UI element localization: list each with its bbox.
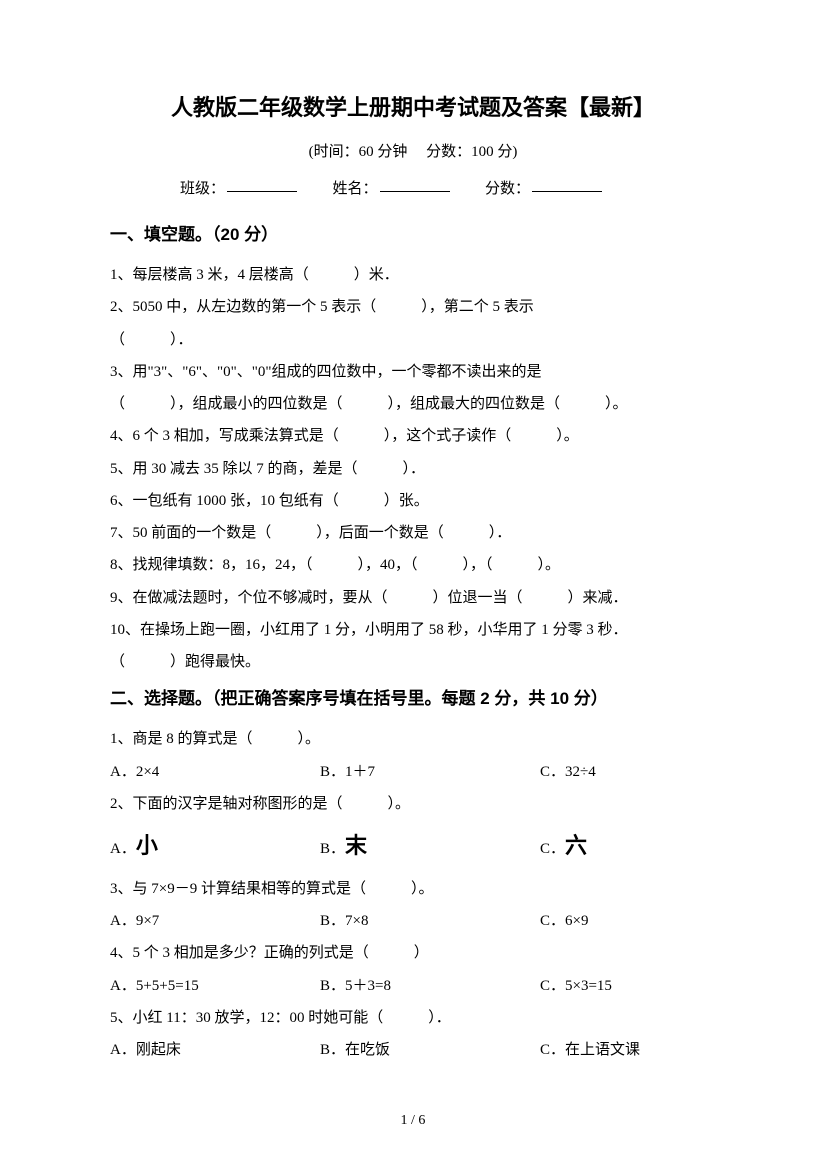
s2-q2-a-prefix: A． [110,841,136,857]
page-number: 1 / 6 [0,1113,826,1129]
s2-q2-opt-b: B．末 [320,820,540,873]
s1-q2-line2: （ ）． [110,324,716,356]
s1-q10-line1: 10、在操场上跑一圈，小红用了 1 分，小明用了 58 秒，小华用了 1 分零 … [110,614,716,646]
s1-q3-line2: （ ），组成最小的四位数是（ ），组成最大的四位数是（ ）。 [110,388,716,420]
s2-q2-c-prefix: C． [540,841,565,857]
s2-q3-opt-b: B．7×8 [320,905,540,937]
s2-q1-options: A．2×4 B．1＋7 C．32÷4 [110,756,716,788]
s2-q2-a-char: 小 [136,833,158,858]
name-label: 姓名： [333,181,378,197]
student-info-line: 班级： 姓名： 分数： [110,177,716,198]
s2-q1-opt-b: B．1＋7 [320,756,540,788]
s1-q2-line1: 2、5050 中，从左边数的第一个 5 表示（ ），第二个 5 表示 [110,291,716,323]
s1-q6: 6、一包纸有 1000 张，10 包纸有（ ）张。 [110,485,716,517]
class-label: 班级： [180,181,225,197]
section-2-header: 二、选择题。（把正确答案序号填在括号里。每题 2 分，共 10 分） [110,684,716,709]
s2-q1: 1、商是 8 的算式是（ ）。 [110,723,716,755]
s1-q7: 7、50 前面的一个数是（ ），后面一个数是（ ）． [110,517,716,549]
s2-q4: 4、5 个 3 相加是多少？正确的列式是（ ） [110,937,716,969]
s2-q4-opt-b: B．5＋3=8 [320,970,540,1002]
s2-q5-opt-c: C．在上语文课 [540,1034,716,1066]
s1-q9: 9、在做减法题时，个位不够减时，要从（ ）位退一当（ ）来减． [110,582,716,614]
s2-q4-opt-c: C．5×3=15 [540,970,716,1002]
s1-q5: 5、用 30 减去 35 除以 7 的商，差是（ ）． [110,453,716,485]
s2-q2-opt-c: C．六 [540,820,716,873]
name-blank[interactable] [380,178,450,192]
section-1-header: 一、填空题。（20 分） [110,220,716,245]
s2-q5-opt-b: B．在吃饭 [320,1034,540,1066]
s2-q2-opt-a: A．小 [110,820,320,873]
s1-q8: 8、找规律填数：8，16，24，（ ），40，（ ），（ ）。 [110,549,716,581]
score-blank[interactable] [532,178,602,192]
s2-q3-opt-a: A．9×7 [110,905,320,937]
score-label: 分数： [485,181,530,197]
s2-q5-opt-a: A．刚起床 [110,1034,320,1066]
s1-q1: 1、每层楼高 3 米，4 层楼高（ ）米． [110,259,716,291]
s2-q2-b-char: 末 [345,833,367,858]
s2-q2-options: A．小 B．末 C．六 [110,820,716,873]
class-blank[interactable] [227,178,297,192]
s2-q1-opt-a: A．2×4 [110,756,320,788]
s2-q5-options: A．刚起床 B．在吃饭 C．在上语文课 [110,1034,716,1066]
s1-q3-line1: 3、用"3"、"6"、"0"、"0"组成的四位数中，一个零都不读出来的是 [110,356,716,388]
s2-q3-options: A．9×7 B．7×8 C．6×9 [110,905,716,937]
s1-q4: 4、6 个 3 相加，写成乘法算式是（ ），这个式子读作（ ）。 [110,420,716,452]
s2-q1-opt-c: C．32÷4 [540,756,716,788]
s1-q10-line2: （ ）跑得最快。 [110,646,716,678]
exam-title: 人教版二年级数学上册期中考试题及答案【最新】 [110,90,716,122]
s2-q2-b-prefix: B． [320,841,345,857]
exam-subtitle: (时间：60 分钟 分数：100 分) [110,140,716,161]
s2-q2: 2、下面的汉字是轴对称图形的是（ ）。 [110,788,716,820]
s2-q3-opt-c: C．6×9 [540,905,716,937]
s2-q3: 3、与 7×9－9 计算结果相等的算式是（ ）。 [110,873,716,905]
s2-q2-c-char: 六 [565,833,587,858]
s2-q4-opt-a: A．5+5+5=15 [110,970,320,1002]
s2-q4-options: A．5+5+5=15 B．5＋3=8 C．5×3=15 [110,970,716,1002]
s2-q5: 5、小红 11：30 放学，12：00 时她可能（ ）． [110,1002,716,1034]
